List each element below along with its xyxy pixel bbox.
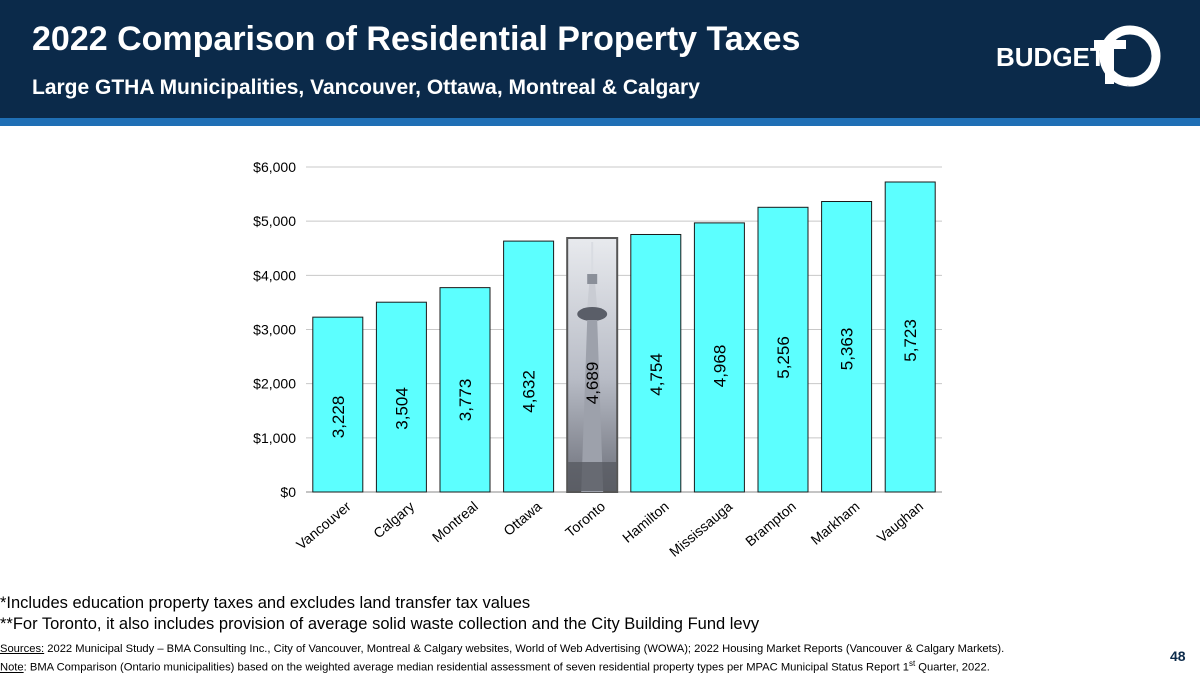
- tower-upper-shaft: [587, 284, 598, 309]
- note-superscript: st: [908, 659, 916, 668]
- bar-value-label: 5,723: [901, 319, 920, 362]
- note-label: Note: [0, 661, 24, 674]
- header-stripe: [0, 118, 1200, 126]
- bar-value-label: 3,504: [392, 387, 411, 430]
- bar-value-label: 3,228: [329, 396, 348, 439]
- y-tick-label: $1,000: [253, 430, 296, 446]
- bar-vaughan: [884, 181, 936, 493]
- x-tick-label: Vaughan: [874, 498, 926, 546]
- x-tick-label: Vancouver: [293, 498, 354, 553]
- x-tick-label: Brampton: [742, 498, 799, 549]
- bar-ottawa: [503, 240, 555, 493]
- bar-value-label: 5,256: [774, 336, 793, 379]
- y-tick-label: $6,000: [253, 159, 296, 175]
- logo-mark: TO: [1127, 85, 1129, 87]
- bar-markham: [821, 201, 873, 493]
- y-tick-label: $0: [280, 484, 296, 500]
- bar-value-label: 4,689: [583, 362, 602, 405]
- bar-value-label: 4,632: [520, 370, 539, 413]
- note-text: : BMA Comparison (Ontario municipalities…: [23, 661, 909, 674]
- y-tick-label: $4,000: [253, 267, 296, 283]
- x-tick-label: Toronto: [562, 498, 608, 540]
- bar-calgary: [375, 301, 427, 493]
- y-tick-label: $3,000: [253, 322, 296, 338]
- x-tick-label: Ottawa: [500, 498, 544, 539]
- tower-main-pod: [577, 307, 608, 322]
- tower-skypod: [587, 274, 598, 285]
- tower-city-base: [568, 462, 617, 491]
- slide-subtitle: Large GTHA Municipalities, Vancouver, Ot…: [32, 76, 700, 99]
- x-tick-label: Mississauga: [666, 498, 735, 560]
- sources-text: 2022 Municipal Study – BMA Consulting In…: [44, 643, 1005, 655]
- bar-brampton: [757, 206, 809, 493]
- x-tick-label: Montreal: [429, 498, 481, 545]
- bar-value-label: 4,754: [647, 353, 666, 396]
- slide-title: 2022 Comparison of Residential Property …: [32, 20, 801, 58]
- footnote-education-tax: *Includes education property taxes and e…: [0, 594, 531, 612]
- sources-label: Sources:: [0, 643, 45, 655]
- bar-toronto: [566, 237, 619, 493]
- tower-lower-shaft: [581, 320, 604, 492]
- footnote-toronto: **For Toronto, it also includes provisio…: [0, 615, 760, 633]
- bar-montreal: [439, 287, 491, 493]
- to-logo-icon: TO: [1094, 25, 1161, 87]
- bar-value-label: 4,968: [710, 345, 729, 388]
- bar-value-label: 5,363: [838, 328, 857, 371]
- bar-value-label: 3,773: [456, 379, 475, 422]
- x-tick-label: Calgary: [370, 498, 417, 541]
- y-tick-label: $5,000: [253, 213, 296, 229]
- y-tick-label: $2,000: [253, 376, 296, 392]
- note-line: Note: BMA Comparison (Ontario municipali…: [0, 659, 990, 674]
- budget-to-logo: BUDGET TO: [996, 22, 1166, 90]
- bar-hamilton: [630, 233, 682, 493]
- page-number: 48: [1170, 648, 1186, 664]
- property-tax-bar-chart: $0 $1,000 $2,000 $3,000 $4,000 $5,000 $6,000 3,…: [253, 159, 942, 560]
- tower-antenna: [591, 242, 594, 277]
- slide-header: [0, 0, 1200, 118]
- x-tick-label: Hamilton: [619, 498, 672, 546]
- bar-vancouver: [312, 316, 364, 493]
- note-end: Quarter, 2022.: [915, 661, 990, 674]
- bar-mississauga: [693, 222, 745, 493]
- sources-line: Sources: 2022 Municipal Study – BMA Cons…: [0, 643, 1004, 655]
- x-tick-label: Markham: [808, 498, 863, 548]
- logo-text: BUDGET: [996, 42, 1106, 72]
